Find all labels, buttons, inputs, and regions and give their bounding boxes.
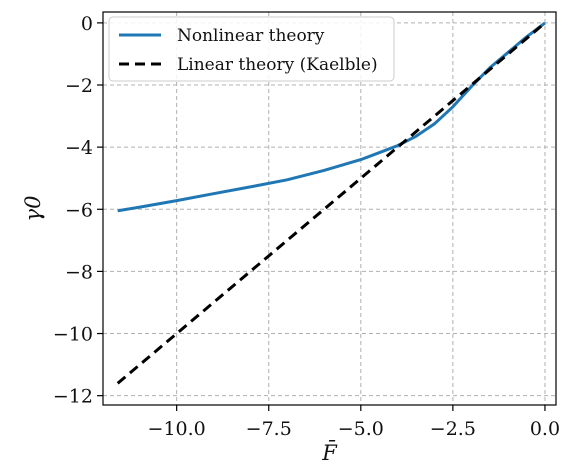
x-tick-label: −7.5 [246, 418, 292, 440]
x-tick-label: 0.0 [530, 418, 560, 440]
y-tick-label: −2 [65, 75, 93, 97]
y-tick-label: −6 [65, 199, 93, 221]
legend: Nonlinear theory Linear theory (Kaelble) [108, 16, 395, 82]
y-axis-label: γ0 [21, 196, 45, 222]
y-tick-label: −10 [53, 324, 93, 346]
series-line [116, 21, 546, 385]
y-tick-label: −12 [53, 386, 93, 408]
legend-box [108, 16, 395, 82]
x-axis-label: F̄ [321, 440, 338, 465]
ticks: −10.0 −7.5 −5.0 −2.5 0.0 0 −2 −4 −6 −8 −10 −12 [53, 13, 560, 440]
x-tick-label: −5.0 [338, 418, 384, 440]
x-tick-label: −10.0 [148, 418, 206, 440]
legend-label: Nonlinear theory [177, 26, 325, 46]
y-tick-label: 0 [81, 13, 93, 35]
y-tick-label: −8 [65, 261, 93, 283]
y-tick-label: −4 [65, 137, 93, 159]
x-tick-label: −2.5 [430, 418, 476, 440]
series-line [117, 21, 546, 213]
plot-frame [102, 11, 557, 406]
series-layer [116, 21, 546, 385]
legend-label: Linear theory (Kaelble) [177, 55, 378, 75]
